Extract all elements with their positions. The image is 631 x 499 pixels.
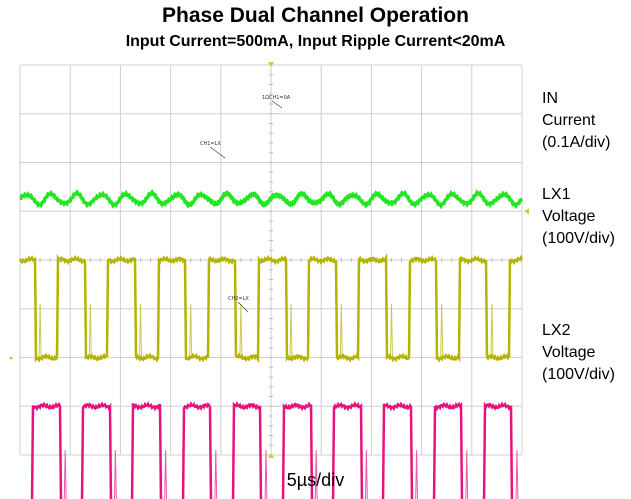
channel-label-lx2: LX2 Voltage (100V/div) — [542, 320, 615, 386]
trace-annotation: CH1=LX — [200, 141, 221, 147]
ringing-spike — [214, 450, 218, 499]
ringing-spike — [139, 303, 142, 358]
ringing-spike — [113, 450, 117, 499]
ringing-spike — [63, 450, 67, 499]
channel-name: LX1 — [542, 186, 571, 203]
scope-traces: ▸▸ — [10, 188, 524, 499]
ringing-spike — [164, 450, 168, 499]
ringing-spike — [189, 303, 193, 358]
trigger-level-marker — [524, 208, 529, 215]
ringing-spike — [314, 450, 318, 499]
channel-label-lx1: LX1 Voltage (100V/div) — [542, 184, 615, 250]
trace-annotation: CH2=LX — [228, 296, 249, 302]
ringing-spike — [440, 303, 444, 358]
ringing-spike — [490, 303, 494, 358]
channel-desc: Voltage — [542, 344, 596, 361]
trigger-marker — [268, 62, 274, 67]
ringing-spike — [289, 303, 293, 358]
channel-scale: (0.1A/div) — [542, 134, 611, 151]
x-axis-label: 5µs/div — [286, 470, 345, 490]
channel-desc: Current — [542, 112, 596, 129]
ringing-spike — [390, 303, 393, 358]
trace-annotation: 1ΩCH1=0A — [262, 95, 291, 101]
ringing-spike — [339, 303, 343, 358]
channel-scale: (100V/div) — [542, 366, 615, 383]
chart-title: Phase Dual Channel Operation — [162, 4, 469, 27]
channel-name: LX2 — [542, 322, 571, 339]
ringing-spike — [515, 450, 519, 499]
annotation-leader — [271, 100, 283, 109]
trigger-marker — [268, 453, 274, 458]
ringing-spike — [38, 303, 42, 358]
trace-lx2-voltage — [26, 400, 520, 499]
ringing-spike — [415, 450, 419, 499]
scope-grid — [19, 62, 529, 458]
annotation-leader — [209, 146, 226, 159]
annotation-leader — [237, 301, 249, 313]
ringing-spike — [88, 303, 92, 358]
ringing-spike — [239, 303, 243, 358]
ringing-spike — [364, 450, 368, 499]
chart-subtitle: Input Current=500mA, Input Ripple Curren… — [125, 33, 506, 50]
trace-annotations: 1ΩCH1=0A CH1=LX CH2=LX — [200, 95, 291, 313]
trace-lx1-voltage — [19, 253, 524, 364]
channel-name: IN — [542, 90, 558, 107]
trace-in-current — [19, 188, 524, 210]
ringing-spike — [465, 450, 469, 499]
ringing-spike — [264, 450, 268, 499]
channel-desc: Voltage — [542, 208, 596, 225]
ground-marker: ▸ — [10, 356, 13, 362]
channel-scale: (100V/div) — [542, 230, 615, 247]
channel-label-in: IN Current (0.1A/div) — [542, 88, 610, 154]
